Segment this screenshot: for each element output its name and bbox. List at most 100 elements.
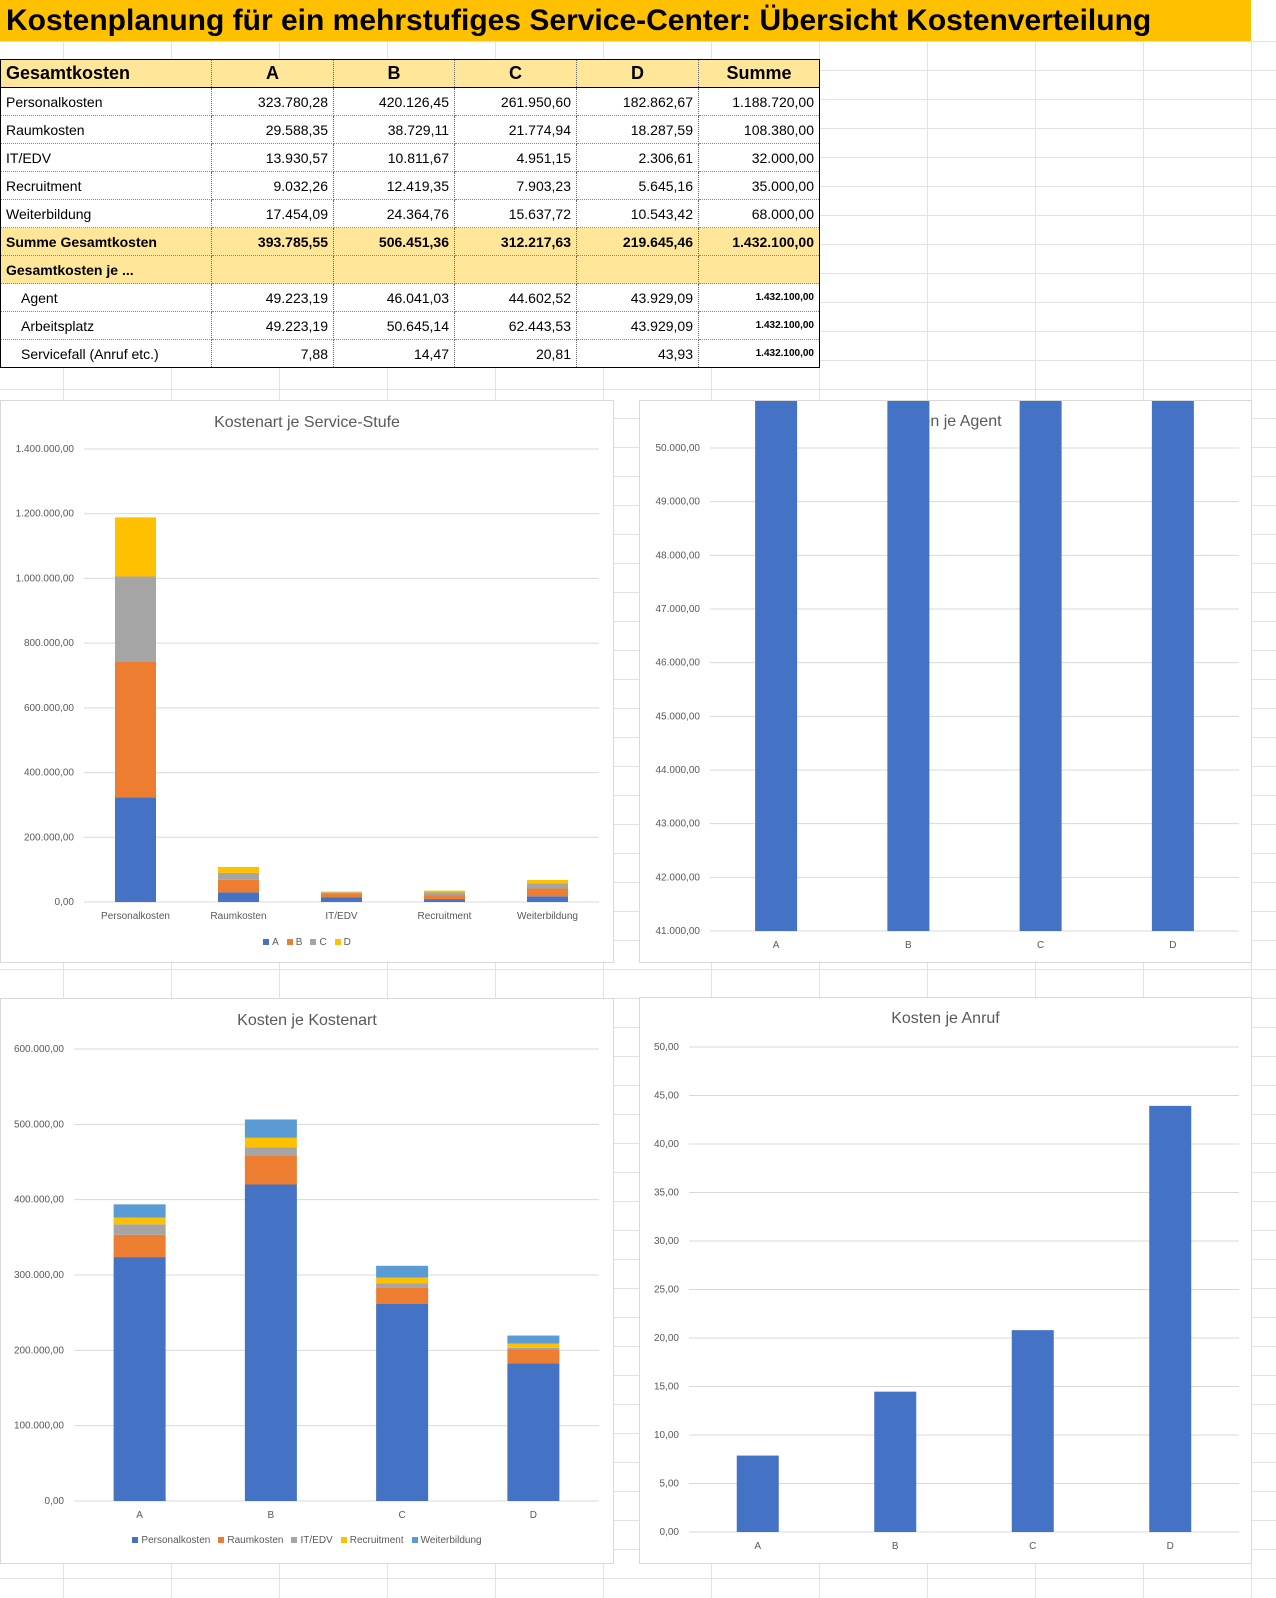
header-cell-d[interactable]: D bbox=[576, 59, 699, 88]
bar-recruitment-d[interactable] bbox=[424, 890, 465, 893]
bar-personalkosten-b[interactable] bbox=[115, 661, 156, 798]
bar-b[interactable] bbox=[887, 401, 930, 931]
bar-recruitment-a[interactable] bbox=[424, 899, 465, 902]
cell[interactable] bbox=[211, 255, 334, 284]
subheader-label[interactable]: Gesamtkosten je ... bbox=[0, 255, 212, 284]
cell[interactable]: 43,93 bbox=[576, 339, 699, 368]
bar-a-personalkosten[interactable] bbox=[113, 1257, 166, 1501]
bar-d-raumkosten[interactable] bbox=[507, 1349, 560, 1364]
bar-a[interactable] bbox=[736, 1455, 779, 1532]
cell[interactable] bbox=[576, 255, 699, 284]
bar-raumkosten-b[interactable] bbox=[218, 879, 259, 893]
bar-weiterbildung-a[interactable] bbox=[527, 896, 568, 902]
bar-b-it-edv[interactable] bbox=[244, 1147, 297, 1156]
bar-c[interactable] bbox=[1019, 401, 1062, 931]
row-label[interactable]: Recruitment bbox=[0, 171, 212, 200]
bar-d-personalkosten[interactable] bbox=[507, 1363, 560, 1501]
cell[interactable]: 12.419,35 bbox=[333, 171, 455, 200]
bar-recruitment-b[interactable] bbox=[424, 895, 465, 900]
cell[interactable]: 35.000,00 bbox=[698, 171, 820, 200]
cell[interactable]: 13.930,57 bbox=[211, 143, 334, 172]
cell[interactable]: 1.432.100,00 bbox=[698, 311, 820, 340]
cell[interactable]: 4.951,15 bbox=[454, 143, 577, 172]
cell[interactable]: 393.785,55 bbox=[211, 227, 334, 256]
chart-kostenart-je-service-stufe[interactable]: Kostenart je Service-Stufe 0,00 200.000,0… bbox=[0, 400, 614, 963]
cell[interactable]: 7,88 bbox=[211, 339, 334, 368]
cell[interactable]: 24.364,76 bbox=[333, 199, 455, 228]
bar-weiterbildung-d[interactable] bbox=[527, 879, 568, 884]
header-cell-b[interactable]: B bbox=[333, 59, 455, 88]
row-label[interactable]: Agent bbox=[0, 283, 212, 312]
bar-personalkosten-c[interactable] bbox=[115, 576, 156, 662]
bar-b-personalkosten[interactable] bbox=[244, 1184, 297, 1501]
row-label[interactable]: Weiterbildung bbox=[0, 199, 212, 228]
bar-raumkosten-d[interactable] bbox=[218, 866, 259, 873]
header-cell-summe[interactable]: Summe bbox=[698, 59, 820, 88]
bar-a-recruitment[interactable] bbox=[113, 1217, 166, 1225]
legend-item[interactable]: Weiterbildung bbox=[411, 1535, 482, 1546]
cell[interactable]: 1.188.720,00 bbox=[698, 87, 820, 116]
bar-d[interactable] bbox=[1151, 401, 1194, 931]
chart-kosten-je-kostenart[interactable]: Kosten je Kostenart 0,00 100.000,00 200.00… bbox=[0, 998, 614, 1564]
cell[interactable] bbox=[454, 255, 577, 284]
bar-weiterbildung-b[interactable] bbox=[527, 888, 568, 897]
cell[interactable]: 15.637,72 bbox=[454, 199, 577, 228]
row-label[interactable]: Summe Gesamtkosten bbox=[0, 227, 212, 256]
cell[interactable]: 2.306,61 bbox=[576, 143, 699, 172]
bar-d-it-edv[interactable] bbox=[507, 1347, 560, 1350]
cell[interactable]: 10.811,67 bbox=[333, 143, 455, 172]
cell[interactable]: 68.000,00 bbox=[698, 199, 820, 228]
cell[interactable]: 10.543,42 bbox=[576, 199, 699, 228]
bar-b[interactable] bbox=[874, 1391, 917, 1532]
bar-personalkosten-d[interactable] bbox=[115, 517, 156, 577]
legend-item[interactable]: Raumkosten bbox=[218, 1535, 283, 1546]
cell[interactable]: 49.223,19 bbox=[211, 311, 334, 340]
bar-d-recruitment[interactable] bbox=[507, 1343, 560, 1348]
bar-recruitment-c[interactable] bbox=[424, 892, 465, 896]
cell[interactable]: 20,81 bbox=[454, 339, 577, 368]
bar-a-it-edv[interactable] bbox=[113, 1224, 166, 1235]
row-label[interactable]: Personalkosten bbox=[0, 87, 212, 116]
bar-c-raumkosten[interactable] bbox=[376, 1287, 429, 1304]
bar-d-weiterbildung[interactable] bbox=[507, 1335, 560, 1344]
bar-b-recruitment[interactable] bbox=[244, 1137, 297, 1148]
cell[interactable]: 1.432.100,00 bbox=[698, 339, 820, 368]
cell[interactable]: 219.645,46 bbox=[576, 227, 699, 256]
header-cell-a[interactable]: A bbox=[211, 59, 334, 88]
bar-raumkosten-c[interactable] bbox=[218, 872, 259, 880]
cell[interactable]: 1.432.100,00 bbox=[698, 283, 820, 312]
chart-kosten-je-anruf[interactable]: Kosten je Anruf 0,00 5,00 10,00 15,00 20,00 2… bbox=[639, 997, 1252, 1564]
cell[interactable]: 29.588,35 bbox=[211, 115, 334, 144]
cell[interactable]: 182.862,67 bbox=[576, 87, 699, 116]
cell[interactable]: 49.223,19 bbox=[211, 283, 334, 312]
bar-raumkosten-a[interactable] bbox=[218, 892, 259, 902]
cell[interactable]: 14,47 bbox=[333, 339, 455, 368]
cell[interactable]: 44.602,52 bbox=[454, 283, 577, 312]
row-label[interactable]: Servicefall (Anruf etc.) bbox=[0, 339, 212, 368]
cell[interactable]: 32.000,00 bbox=[698, 143, 820, 172]
legend-item[interactable]: D bbox=[334, 937, 351, 948]
cell[interactable] bbox=[698, 255, 820, 284]
bar-b-raumkosten[interactable] bbox=[244, 1155, 297, 1185]
bar-a-weiterbildung[interactable] bbox=[113, 1204, 166, 1218]
cell[interactable]: 46.041,03 bbox=[333, 283, 455, 312]
cell[interactable]: 261.950,60 bbox=[454, 87, 577, 116]
cell[interactable]: 323.780,28 bbox=[211, 87, 334, 116]
cell[interactable]: 43.929,09 bbox=[576, 283, 699, 312]
cell[interactable]: 21.774,94 bbox=[454, 115, 577, 144]
bar-it-edv-a[interactable] bbox=[321, 897, 362, 902]
cell[interactable]: 108.380,00 bbox=[698, 115, 820, 144]
cell[interactable]: 43.929,09 bbox=[576, 311, 699, 340]
bar-c[interactable] bbox=[1011, 1330, 1054, 1532]
cell[interactable]: 506.451,36 bbox=[333, 227, 455, 256]
row-label[interactable]: Raumkosten bbox=[0, 115, 212, 144]
cell[interactable]: 18.287,59 bbox=[576, 115, 699, 144]
bar-c-recruitment[interactable] bbox=[376, 1277, 429, 1284]
row-label[interactable]: Arbeitsplatz bbox=[0, 311, 212, 340]
cell[interactable]: 38.729,11 bbox=[333, 115, 455, 144]
bar-d[interactable] bbox=[1149, 1105, 1192, 1532]
bar-c-personalkosten[interactable] bbox=[376, 1303, 429, 1501]
cell[interactable]: 17.454,09 bbox=[211, 199, 334, 228]
cell[interactable]: 62.443,53 bbox=[454, 311, 577, 340]
cell[interactable]: 7.903,23 bbox=[454, 171, 577, 200]
